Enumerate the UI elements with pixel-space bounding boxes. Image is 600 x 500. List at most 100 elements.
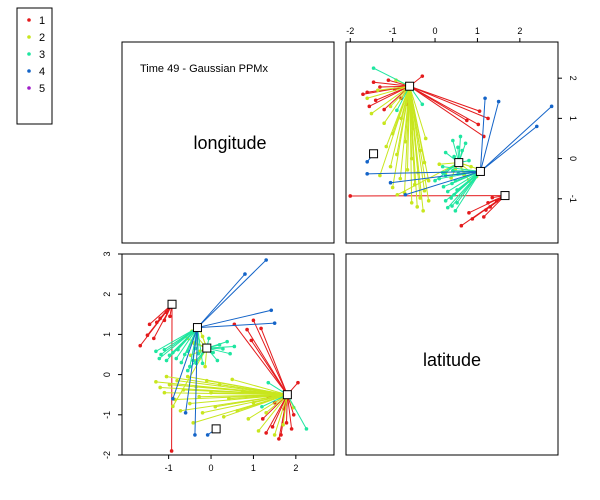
data-point	[259, 326, 263, 331]
data-point	[171, 404, 175, 409]
data-point	[443, 150, 448, 155]
tick-label-right: 2	[568, 76, 578, 81]
data-point	[176, 347, 180, 352]
legend-label-2: 2	[39, 32, 45, 44]
tick-label-top: 2	[517, 26, 522, 36]
link-line	[219, 384, 288, 396]
data-point	[469, 164, 473, 169]
link-line	[185, 327, 198, 413]
link-line	[194, 327, 198, 435]
center-marker	[167, 299, 177, 309]
data-point	[246, 417, 251, 421]
data-point	[426, 178, 431, 183]
data-point	[251, 318, 256, 323]
data-point	[168, 314, 172, 319]
tick-label-bottom: 2	[293, 463, 298, 473]
data-point	[378, 85, 382, 89]
link-line	[164, 327, 198, 351]
data-point	[458, 134, 463, 139]
data-point	[162, 318, 167, 323]
data-point	[382, 107, 386, 112]
link-line	[454, 171, 481, 212]
data-point	[152, 336, 156, 341]
link-line	[409, 86, 414, 129]
link-line	[228, 394, 288, 400]
data-point	[245, 327, 249, 332]
data-point	[167, 382, 172, 387]
data-point	[270, 425, 275, 429]
link-line	[197, 322, 275, 329]
data-point	[205, 378, 209, 383]
diag-label-longitude: longitude	[193, 133, 266, 153]
data-point	[437, 162, 442, 167]
link-line	[155, 327, 198, 352]
data-point	[418, 148, 423, 153]
data-point	[399, 116, 403, 121]
data-point	[169, 449, 174, 453]
link-line	[172, 327, 198, 399]
data-point	[390, 185, 395, 190]
link-line	[286, 394, 307, 430]
data-point	[241, 389, 245, 394]
data-point	[260, 404, 264, 409]
data-point	[409, 156, 414, 161]
link-line	[373, 67, 410, 87]
link-line	[409, 85, 468, 121]
data-point	[423, 136, 428, 141]
link-line	[242, 390, 288, 396]
center-marker	[475, 166, 485, 176]
data-point	[304, 427, 309, 431]
tick-label-top: -1	[389, 26, 397, 36]
data-point	[411, 126, 415, 131]
data-point	[249, 338, 254, 343]
legend: 1 2 3 4 5	[16, 7, 53, 125]
link-line	[367, 170, 481, 175]
data-point	[371, 66, 376, 70]
data-point	[452, 154, 456, 159]
chart-title: Time 49 - Gaussian PPMx	[140, 63, 268, 75]
data-point	[376, 88, 380, 93]
center-marker	[192, 323, 202, 333]
data-point	[188, 364, 192, 369]
link-line	[286, 394, 293, 429]
panel-top-left	[121, 41, 335, 244]
data-point	[409, 201, 414, 205]
data-point	[455, 188, 459, 192]
link-line	[456, 171, 481, 204]
data-point	[443, 198, 448, 203]
axes: -2 -1 0 1 2 -1 0 1 2 -2 -1 0 1 2 3 -1 0 1 2	[102, 26, 578, 473]
data-point	[441, 184, 446, 189]
tick-label-top: 0	[433, 26, 438, 36]
data-point	[147, 322, 152, 327]
link-line	[258, 394, 288, 432]
diag-label-latitude: latitude	[423, 350, 481, 370]
data-point	[154, 380, 158, 384]
data-point	[403, 192, 408, 197]
link-line	[367, 85, 410, 99]
data-point	[365, 172, 370, 176]
data-point	[284, 421, 289, 425]
link-line	[253, 394, 288, 404]
link-line	[197, 273, 246, 328]
link-line	[196, 327, 204, 364]
data-point	[179, 360, 184, 365]
data-point	[193, 433, 197, 437]
tick-label-right: 0	[568, 156, 578, 161]
data-point	[209, 390, 213, 395]
data-point	[158, 316, 162, 321]
tick-label-top: -2	[346, 26, 354, 36]
link-line	[371, 85, 410, 114]
link-line	[286, 394, 288, 423]
data-point	[470, 217, 475, 221]
legend-marker-3	[27, 52, 31, 56]
link-line	[480, 105, 552, 172]
data-point	[264, 258, 268, 262]
link-line	[447, 171, 481, 192]
data-point	[451, 138, 455, 143]
legend-label-4: 4	[39, 66, 45, 78]
panel-bottom-right	[345, 253, 559, 456]
data-point	[296, 380, 300, 385]
center-marker	[369, 149, 379, 159]
